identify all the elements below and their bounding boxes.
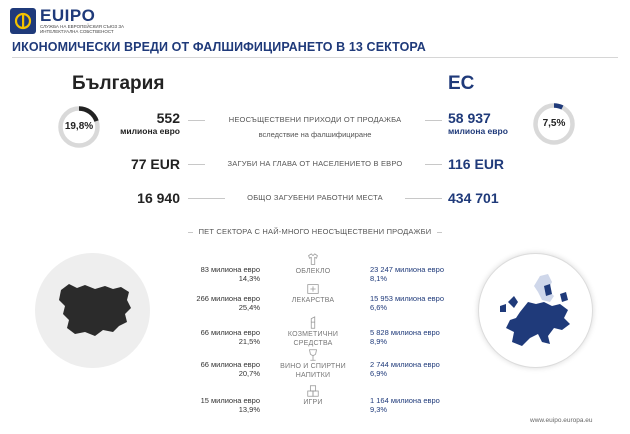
sector-eu-values: 5 828 милиона евро 8,9%: [370, 328, 480, 346]
toy-blocks-icon: [307, 385, 319, 397]
sector-bulgaria-percent: 25,4%: [238, 303, 260, 312]
title-divider: [12, 57, 618, 58]
per-capita-row-label: ЗАГУБИ НА ГЛАВА ОТ НАСЕЛЕНИЕТО В ЕВРО: [205, 159, 425, 168]
sector-bulgaria-value: 66 милиона евро: [200, 360, 260, 369]
sector-eu-values: 15 953 милиона евро 6,6%: [370, 294, 480, 312]
sector-bulgaria-percent: 21,5%: [238, 337, 260, 346]
eu-share-label: 7,5%: [542, 118, 566, 129]
tshirt-icon: [308, 253, 318, 265]
sector-bulgaria-value: 83 милиона евро: [200, 265, 260, 274]
sector-bulgaria-value: 15 милиона евро: [200, 396, 260, 405]
jobs-row-label: ОБЩО ЗАГУБЕНИ РАБОТНИ МЕСТА: [225, 193, 405, 202]
eu-share-arc: [553, 103, 564, 110]
sector-bulgaria-percent: 14,3%: [238, 274, 260, 283]
sector-label: КОЗМЕТИЧНИ СРЕДСТВА: [287, 331, 339, 347]
sector-label: ЛЕКАРСТВА: [291, 297, 335, 304]
sector-eu-values: 23 247 милиона евро 8,1%: [370, 265, 480, 283]
sector-eu-value: 2 744 милиона евро: [370, 360, 440, 369]
page-title: ИКОНОМИЧЕСКИ ВРЕДИ ОТ ФАЛШИФИЦИРАНЕТО В …: [12, 40, 426, 54]
sector-eu-value: 5 828 милиона евро: [370, 328, 440, 337]
eu-per-capita: 116 EUR: [448, 156, 505, 172]
logo-wordmark: EUIPO: [40, 6, 96, 25]
bulgaria-share-arc: [78, 106, 99, 122]
sector-bulgaria-percent: 20,7%: [238, 369, 260, 378]
bulgaria-map-icon: [59, 284, 131, 336]
sector-bulgaria-values: 15 милиона евро 13,9%: [130, 396, 260, 414]
sector-label: ВИНО И СПИРТНИ НАПИТКИ: [280, 363, 346, 379]
sector-label: ИГРИ: [303, 399, 323, 406]
sector-label: ОБЛЕКЛО: [295, 268, 331, 275]
sector-eu-values: 1 164 милиона евро 9,3%: [370, 396, 480, 414]
sector-eu-percent: 6,9%: [370, 369, 388, 378]
eu-revenue-unit: милиона евро: [448, 126, 508, 136]
eu-heading: ЕС: [448, 73, 475, 94]
bulgaria-share-label: 19,8%: [64, 121, 94, 132]
sector-eu-values: 2 744 милиона евро 6,9%: [370, 360, 480, 378]
bulgaria-jobs: 16 940: [137, 190, 180, 206]
sector-bulgaria-values: 266 милиона евро 25,4%: [130, 294, 260, 312]
sector-eu-value: 23 247 милиона евро: [370, 265, 445, 274]
eu-revenue-value: 58 937: [448, 110, 491, 126]
eu-jobs: 434 701: [448, 190, 499, 206]
sector-bulgaria-values: 83 милиона евро 14,3%: [130, 265, 260, 283]
sector-eu-percent: 9,3%: [370, 405, 388, 414]
revenue-row-sublabel: вследствие на фалшифициране: [258, 130, 372, 139]
sector-eu-percent: 6,6%: [370, 303, 388, 312]
medicine-kit-icon: [307, 284, 319, 294]
sector-bulgaria-values: 66 милиона евро 21,5%: [130, 328, 260, 346]
footer-url: www.euipo.europa.eu: [530, 417, 593, 424]
wine-glass-icon: [309, 349, 317, 361]
sector-eu-percent: 8,1%: [370, 274, 388, 283]
bulgaria-revenue-unit: милиона евро: [120, 126, 180, 136]
sector-eu-value: 1 164 милиона евро: [370, 396, 440, 405]
bulgaria-share-donut: [58, 106, 100, 148]
eu-share-donut: [533, 103, 575, 145]
bulgaria-per-capita: 77 EUR: [130, 156, 180, 172]
euipo-logo: EUIPO СЛУЖБА НА ЕВРОПЕЙСКИЯ СЪЮЗ ЗА ИНТЕ…: [10, 6, 170, 36]
sectors-heading: ПЕТ СЕКТОРА С НАЙ-МНОГО НЕОСЪЩЕСТВЕНИ ПР…: [193, 227, 437, 236]
eu-map-icon: [500, 274, 570, 346]
bulgaria-heading: България: [72, 73, 165, 94]
sector-eu-percent: 8,9%: [370, 337, 388, 346]
lipstick-icon: [310, 316, 316, 329]
sector-bulgaria-values: 66 милиона евро 20,7%: [130, 360, 260, 378]
bulgaria-revenue-value: 552: [156, 110, 180, 126]
euipo-logo-icon: [10, 8, 36, 34]
sector-bulgaria-value: 66 милиона евро: [200, 328, 260, 337]
sector-eu-value: 15 953 милиона евро: [370, 294, 445, 303]
sector-bulgaria-value: 266 милиона евро: [196, 294, 260, 303]
revenue-row-label: НЕОСЪЩЕСТВЕНИ ПРИХОДИ ОТ ПРОДАЖБА: [205, 115, 425, 124]
logo-subtitle: СЛУЖБА НА ЕВРОПЕЙСКИЯ СЪЮЗ ЗА ИНТЕЛЕКТУА…: [40, 24, 125, 34]
sector-bulgaria-percent: 13,9%: [238, 405, 260, 414]
